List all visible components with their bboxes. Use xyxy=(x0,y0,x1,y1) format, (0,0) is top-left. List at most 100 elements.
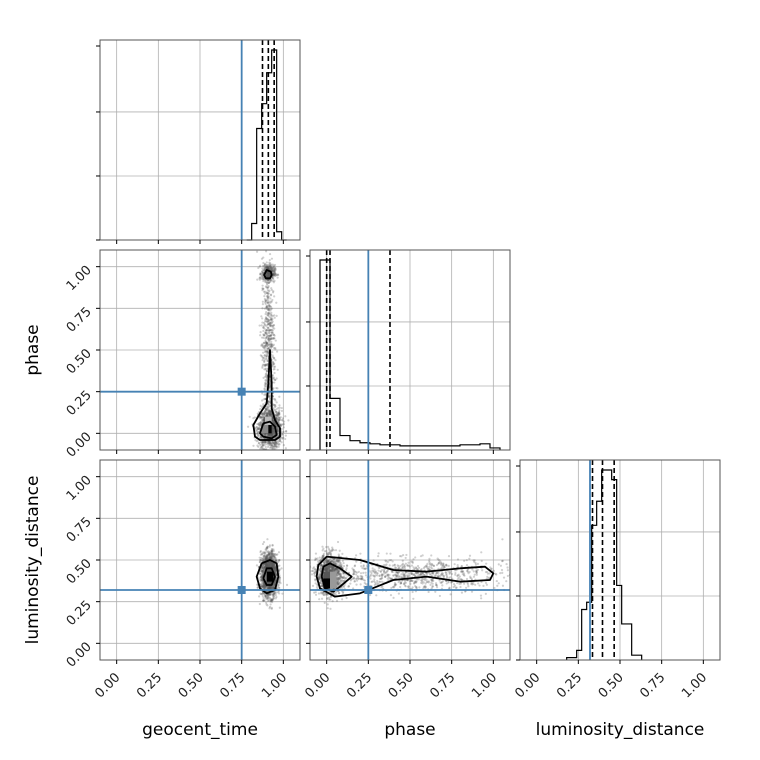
sample-point xyxy=(281,433,284,436)
sample-point xyxy=(275,425,278,428)
sample-point xyxy=(271,428,274,431)
sample-point xyxy=(272,419,275,422)
sample-point xyxy=(324,568,327,571)
sample-point xyxy=(269,569,272,572)
sample-point xyxy=(271,554,274,558)
sample-point xyxy=(327,551,330,554)
sample-point xyxy=(273,554,276,557)
sample-point xyxy=(266,545,269,549)
sample-point xyxy=(269,552,272,555)
sample-point xyxy=(331,566,334,569)
sample-point xyxy=(257,427,260,431)
sample-point xyxy=(264,557,268,561)
sample-point xyxy=(263,368,266,371)
sample-point xyxy=(266,565,269,568)
sample-point xyxy=(272,376,276,379)
sample-point xyxy=(264,441,267,444)
sample-point xyxy=(267,343,271,346)
sample-point xyxy=(264,593,267,596)
sample-point xyxy=(262,460,264,462)
sample-point xyxy=(265,264,269,267)
sample-point xyxy=(272,567,276,570)
sample-point xyxy=(266,272,269,275)
sample-point xyxy=(269,443,272,446)
sample-point xyxy=(319,579,322,582)
sample-point xyxy=(268,382,271,385)
sample-point xyxy=(264,586,267,589)
sample-point xyxy=(268,585,271,588)
sample-point xyxy=(261,366,264,369)
sample-point xyxy=(336,568,339,571)
sample-point xyxy=(270,314,273,317)
sample-point xyxy=(270,433,273,436)
sample-point xyxy=(271,442,274,445)
sample-point xyxy=(272,584,275,587)
sample-point xyxy=(264,557,268,561)
sample-point xyxy=(269,267,272,270)
sample-point xyxy=(254,439,257,442)
sample-point xyxy=(259,416,263,419)
sample-point xyxy=(271,430,274,434)
sample-point xyxy=(265,281,268,284)
sample-point xyxy=(261,571,264,574)
sample-point xyxy=(260,420,263,423)
sample-point xyxy=(262,418,265,421)
sample-point xyxy=(264,375,267,378)
sample-point xyxy=(273,442,276,445)
sample-point xyxy=(268,586,271,589)
sample-point xyxy=(267,351,270,354)
sample-point xyxy=(270,337,273,341)
sample-point xyxy=(265,598,269,601)
sample-point xyxy=(266,300,269,304)
sample-point xyxy=(272,592,276,596)
sample-point xyxy=(274,441,277,445)
sample-point xyxy=(272,595,275,598)
sample-point xyxy=(264,407,267,411)
sample-point xyxy=(265,408,268,411)
sample-point xyxy=(267,412,271,416)
sample-point xyxy=(333,567,337,570)
sample-point xyxy=(270,414,273,418)
sample-point xyxy=(259,447,262,450)
sample-point xyxy=(272,431,275,434)
sample-point xyxy=(267,563,270,566)
sample-point xyxy=(260,573,263,576)
sample-point xyxy=(264,597,267,600)
sample-point xyxy=(267,285,270,288)
sample-point xyxy=(272,277,275,281)
sample-point xyxy=(268,433,271,436)
sample-point xyxy=(268,272,271,275)
sample-point xyxy=(272,593,275,596)
sample-point xyxy=(314,593,318,596)
sample-point xyxy=(265,273,268,276)
sample-point xyxy=(268,582,271,585)
sample-point xyxy=(269,342,272,345)
sample-point xyxy=(268,344,271,347)
sample-point xyxy=(280,427,283,431)
sample-point xyxy=(278,606,281,609)
truth-marker xyxy=(237,387,246,396)
sample-point xyxy=(332,557,335,561)
sample-point xyxy=(266,556,269,559)
sample-point xyxy=(266,297,269,300)
sample-point xyxy=(264,340,268,343)
sample-point xyxy=(274,440,277,443)
sample-point xyxy=(282,431,285,434)
sample-point xyxy=(323,567,327,570)
sample-point xyxy=(270,331,273,334)
sample-point xyxy=(331,569,335,572)
sample-point xyxy=(336,582,339,585)
sample-point xyxy=(269,599,273,603)
sample-point xyxy=(273,365,277,368)
sample-point xyxy=(272,552,275,555)
sample-point xyxy=(267,266,270,270)
sample-point xyxy=(271,427,274,430)
sample-point xyxy=(312,572,316,575)
sample-point xyxy=(335,562,339,565)
sample-point xyxy=(264,317,268,320)
sample-point xyxy=(274,378,277,382)
sample-point xyxy=(264,357,267,360)
sample-point xyxy=(267,346,271,350)
sample-point xyxy=(264,279,267,282)
sample-point xyxy=(318,575,321,578)
